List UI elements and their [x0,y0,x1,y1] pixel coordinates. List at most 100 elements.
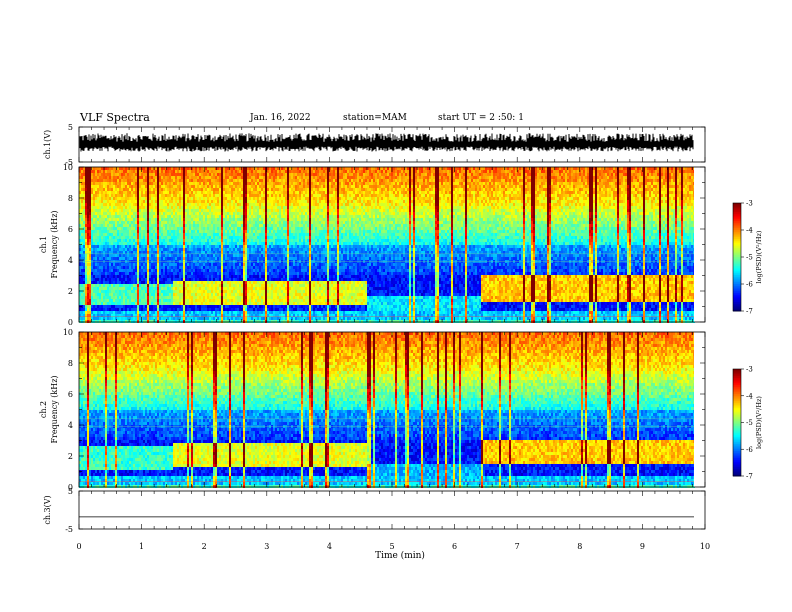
spectrogram-cell [185,167,187,170]
spectrogram-cell [117,224,119,227]
spectrogram-cell [195,317,197,320]
spectrogram-cell [101,263,103,266]
spectrogram-cell [203,308,205,311]
spectrogram-cell [199,317,201,320]
spectrogram-cell [231,227,233,230]
spectrogram-cell [169,239,171,242]
spectrogram-cell [133,311,135,314]
spectrogram-cell [207,167,209,170]
spectrogram-cell [203,287,205,290]
spectrogram-cell [83,182,85,185]
spectrogram-cell [195,290,197,293]
spectrogram-cell [225,203,227,206]
spectrogram-cell [103,305,105,308]
spectrogram-cell [135,245,137,248]
spectrogram-cell [249,317,251,320]
spectrogram-cell [247,206,249,209]
spectrogram-cell [135,275,137,278]
spectrogram-cell [175,191,177,194]
spectrogram-cell [181,191,183,194]
spectrogram-cell [117,233,119,236]
spectrogram-cell [145,221,147,224]
spectrogram-cell [161,185,163,188]
spectrogram-cell [217,287,219,290]
spectrogram-cell [217,188,219,191]
spectrogram-cell [141,209,143,212]
spectrogram-cell [185,182,187,185]
spectrogram-cell [97,170,99,173]
spectrogram-cell [157,221,159,224]
spectrogram-cell [241,197,243,200]
spectrogram-cell [135,314,137,317]
spectrogram-cell [139,299,141,302]
spectrogram-cell [233,314,235,317]
spectrogram-cell [189,230,191,233]
spectrogram-cell [127,254,129,257]
spectrogram-cell [199,197,201,200]
spectrogram-cell [233,188,235,191]
spectrogram-cell [121,212,123,215]
spectrogram-cell [121,176,123,179]
spectrogram-cell [159,173,161,176]
spectrogram-cell [235,242,237,245]
spectrogram-cell [171,293,173,296]
spectrogram-cell [127,170,129,173]
spectrogram-cell [159,206,161,209]
spectrogram-cell [203,254,205,257]
spectrogram-cell [237,239,239,242]
spectrogram-cell [201,215,203,218]
spectrogram-cell [215,182,217,185]
spectrogram-cell [109,206,111,209]
spectrogram-cell [127,281,129,284]
spectrogram-cell [99,203,101,206]
spectrogram-cell [155,287,157,290]
spectrogram-cell [115,317,117,320]
spectrogram-cell [235,248,237,251]
spectrogram-cell [111,272,113,275]
spectrogram-cell [93,203,95,206]
spectrogram-cell [263,224,265,227]
spectrogram-cell [185,227,187,230]
spectrogram-cell [121,218,123,221]
spectrogram-cell [85,221,87,224]
spectrogram-cell [99,266,101,269]
spectrogram-cell [109,299,111,302]
spectrogram-cell [221,197,223,200]
spectrogram-cell [263,275,265,278]
spectrogram-cell [103,170,105,173]
spectrogram-cell [145,302,147,305]
spectrogram-cell [95,293,97,296]
spectrogram-cell [151,308,153,311]
spectrogram-cell [205,176,207,179]
spectrogram-cell [173,236,175,239]
spectrogram-cell [243,311,245,314]
spectrogram-cell [91,293,93,296]
spectrogram-cell [183,209,185,212]
spectrogram-cell [145,284,147,287]
spectrogram-cell [153,185,155,188]
spectrogram-cell [219,284,221,287]
spectrogram-cell [189,305,191,308]
station-label: station=MAM [343,113,407,123]
spectrogram-cell [219,197,221,200]
spectrogram-cell [209,320,211,323]
spectrogram-cell [213,266,215,269]
spectrogram-cell [229,200,231,203]
spectrogram-cell [115,227,117,230]
spectrogram-cell [251,287,253,290]
spectrogram-cell [205,287,207,290]
spectrogram-cell [231,173,233,176]
spectrogram-cell [187,293,189,296]
spectrogram-cell [123,278,125,281]
spectrogram-cell [205,275,207,278]
spectrogram-cell [183,182,185,185]
spectrogram-cell [249,311,251,314]
spectrogram-cell [95,272,97,275]
spectrogram-cell [235,266,237,269]
spectrogram-cell [147,305,149,308]
spectrogram-cell [261,236,263,239]
spectrogram-cell [225,257,227,260]
spectrogram-cell [167,176,169,179]
spectrogram-cell [233,317,235,320]
spectrogram-cell [233,173,235,176]
